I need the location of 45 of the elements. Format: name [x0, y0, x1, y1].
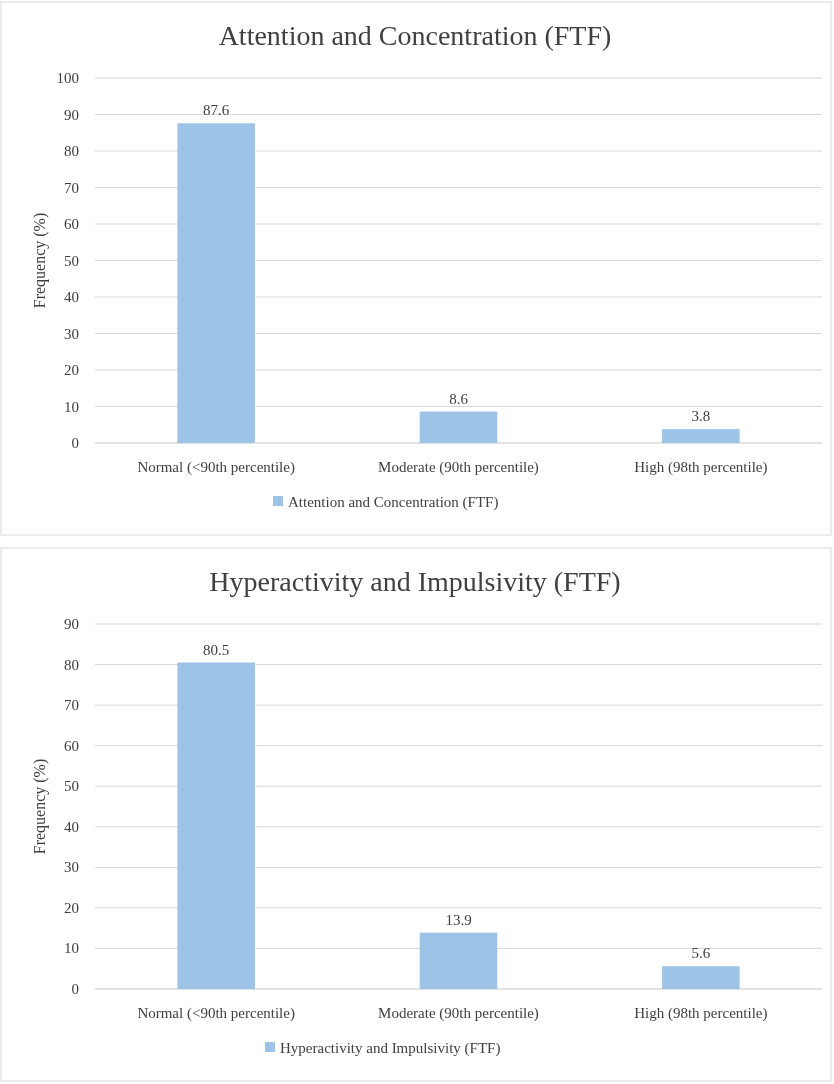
y-tick-label: 50 [64, 252, 79, 269]
bar [177, 123, 255, 443]
y-tick-label: 100 [56, 70, 79, 86]
y-tick-label: 70 [64, 179, 79, 196]
x-tick-label: Moderate (90th percentile) [378, 1005, 539, 1022]
y-tick-label: 70 [64, 697, 79, 714]
bar [177, 662, 255, 989]
y-tick-label: 80 [64, 143, 79, 159]
y-axis-title: Frequency (%) [31, 758, 49, 855]
data-label: 87.6 [203, 102, 230, 119]
y-tick-label: 30 [64, 859, 79, 876]
y-tick-label: 80 [64, 656, 79, 673]
data-label: 13.9 [445, 911, 472, 928]
y-axis-title: Frequency (%) [31, 212, 49, 309]
x-tick-label: High (98th percentile) [634, 459, 768, 476]
x-tick-label: High (98th percentile) [634, 1005, 768, 1022]
y-tick-label: 90 [64, 616, 79, 632]
y-tick-label: 40 [64, 818, 79, 835]
x-tick-label: Normal (<90th percentile) [137, 1005, 295, 1022]
y-tick-label: 40 [64, 289, 79, 305]
chart-title: Hyperactivity and Impulsivity (FTF) [209, 566, 621, 597]
x-tick-label: Moderate (90th percentile) [378, 459, 539, 476]
legend-label: Hyperactivity and Impulsivity (FTF) [280, 1040, 501, 1057]
y-tick-label: 20 [64, 362, 79, 378]
y-tick-label: 60 [64, 216, 79, 232]
y-tick-label: 10 [64, 398, 79, 415]
y-tick-label: 50 [64, 778, 79, 795]
data-label: 80.5 [203, 641, 230, 658]
bar [419, 932, 498, 989]
y-tick-label: 0 [71, 981, 79, 997]
bar [419, 411, 498, 443]
y-tick-label: 90 [64, 106, 79, 123]
y-tick-label: 10 [64, 940, 79, 957]
y-tick-label: 0 [71, 435, 79, 451]
chart-title: Attention and Concentration (FTF) [218, 20, 612, 51]
data-label: 8.6 [449, 390, 469, 407]
bar [662, 429, 740, 443]
data-label: 3.8 [691, 408, 711, 425]
data-label: 5.6 [691, 945, 711, 962]
bar [662, 966, 740, 989]
y-tick-label: 30 [64, 325, 79, 342]
y-tick-label: 60 [64, 737, 79, 754]
y-tick-label: 20 [64, 899, 79, 916]
x-tick-label: Normal (<90th percentile) [137, 459, 295, 476]
legend-label: Attention and Concentration (FTF) [288, 494, 499, 511]
